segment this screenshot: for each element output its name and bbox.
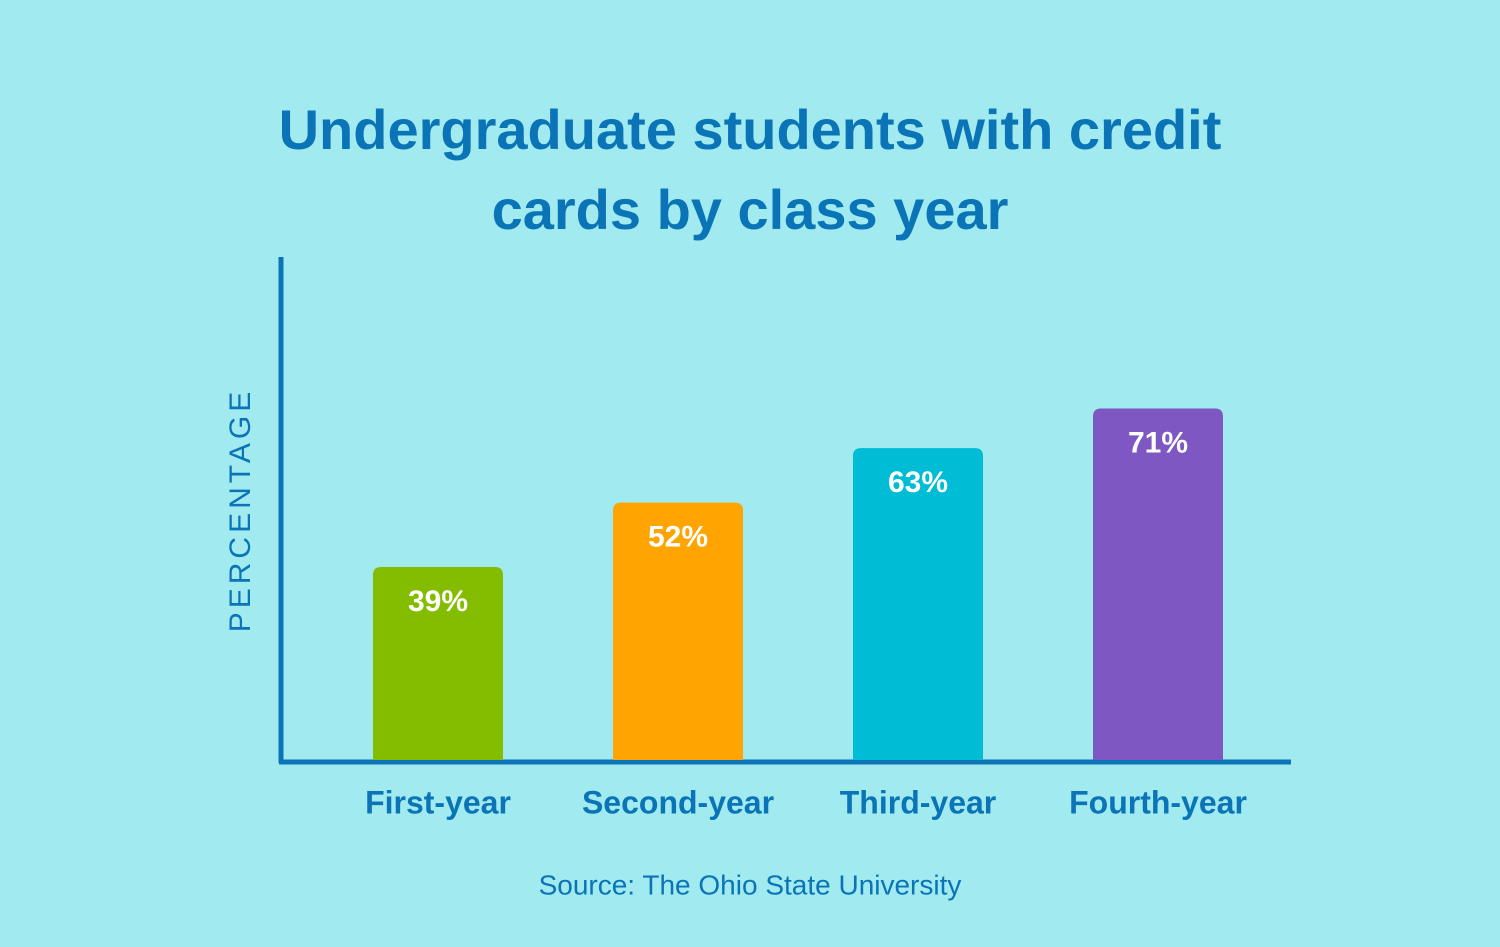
x-tick-label: Second-year xyxy=(582,784,774,820)
value-label: 39% xyxy=(408,585,468,618)
value-label: 52% xyxy=(648,521,708,554)
x-tick-label: First-year xyxy=(365,784,511,820)
bar xyxy=(1093,408,1223,760)
chart-title: Undergraduate students with credit cards… xyxy=(278,98,1222,241)
bar xyxy=(613,502,743,760)
value-label: 71% xyxy=(1128,426,1188,459)
value-label: 63% xyxy=(888,466,948,499)
x-tick-label: Third-year xyxy=(840,784,996,820)
x-tick-label: Fourth-year xyxy=(1069,784,1247,820)
y-axis-label: PERCENTAGE xyxy=(224,388,257,632)
bar xyxy=(373,566,503,760)
bar xyxy=(853,448,983,760)
source: Source: The Ohio State University xyxy=(539,869,962,900)
